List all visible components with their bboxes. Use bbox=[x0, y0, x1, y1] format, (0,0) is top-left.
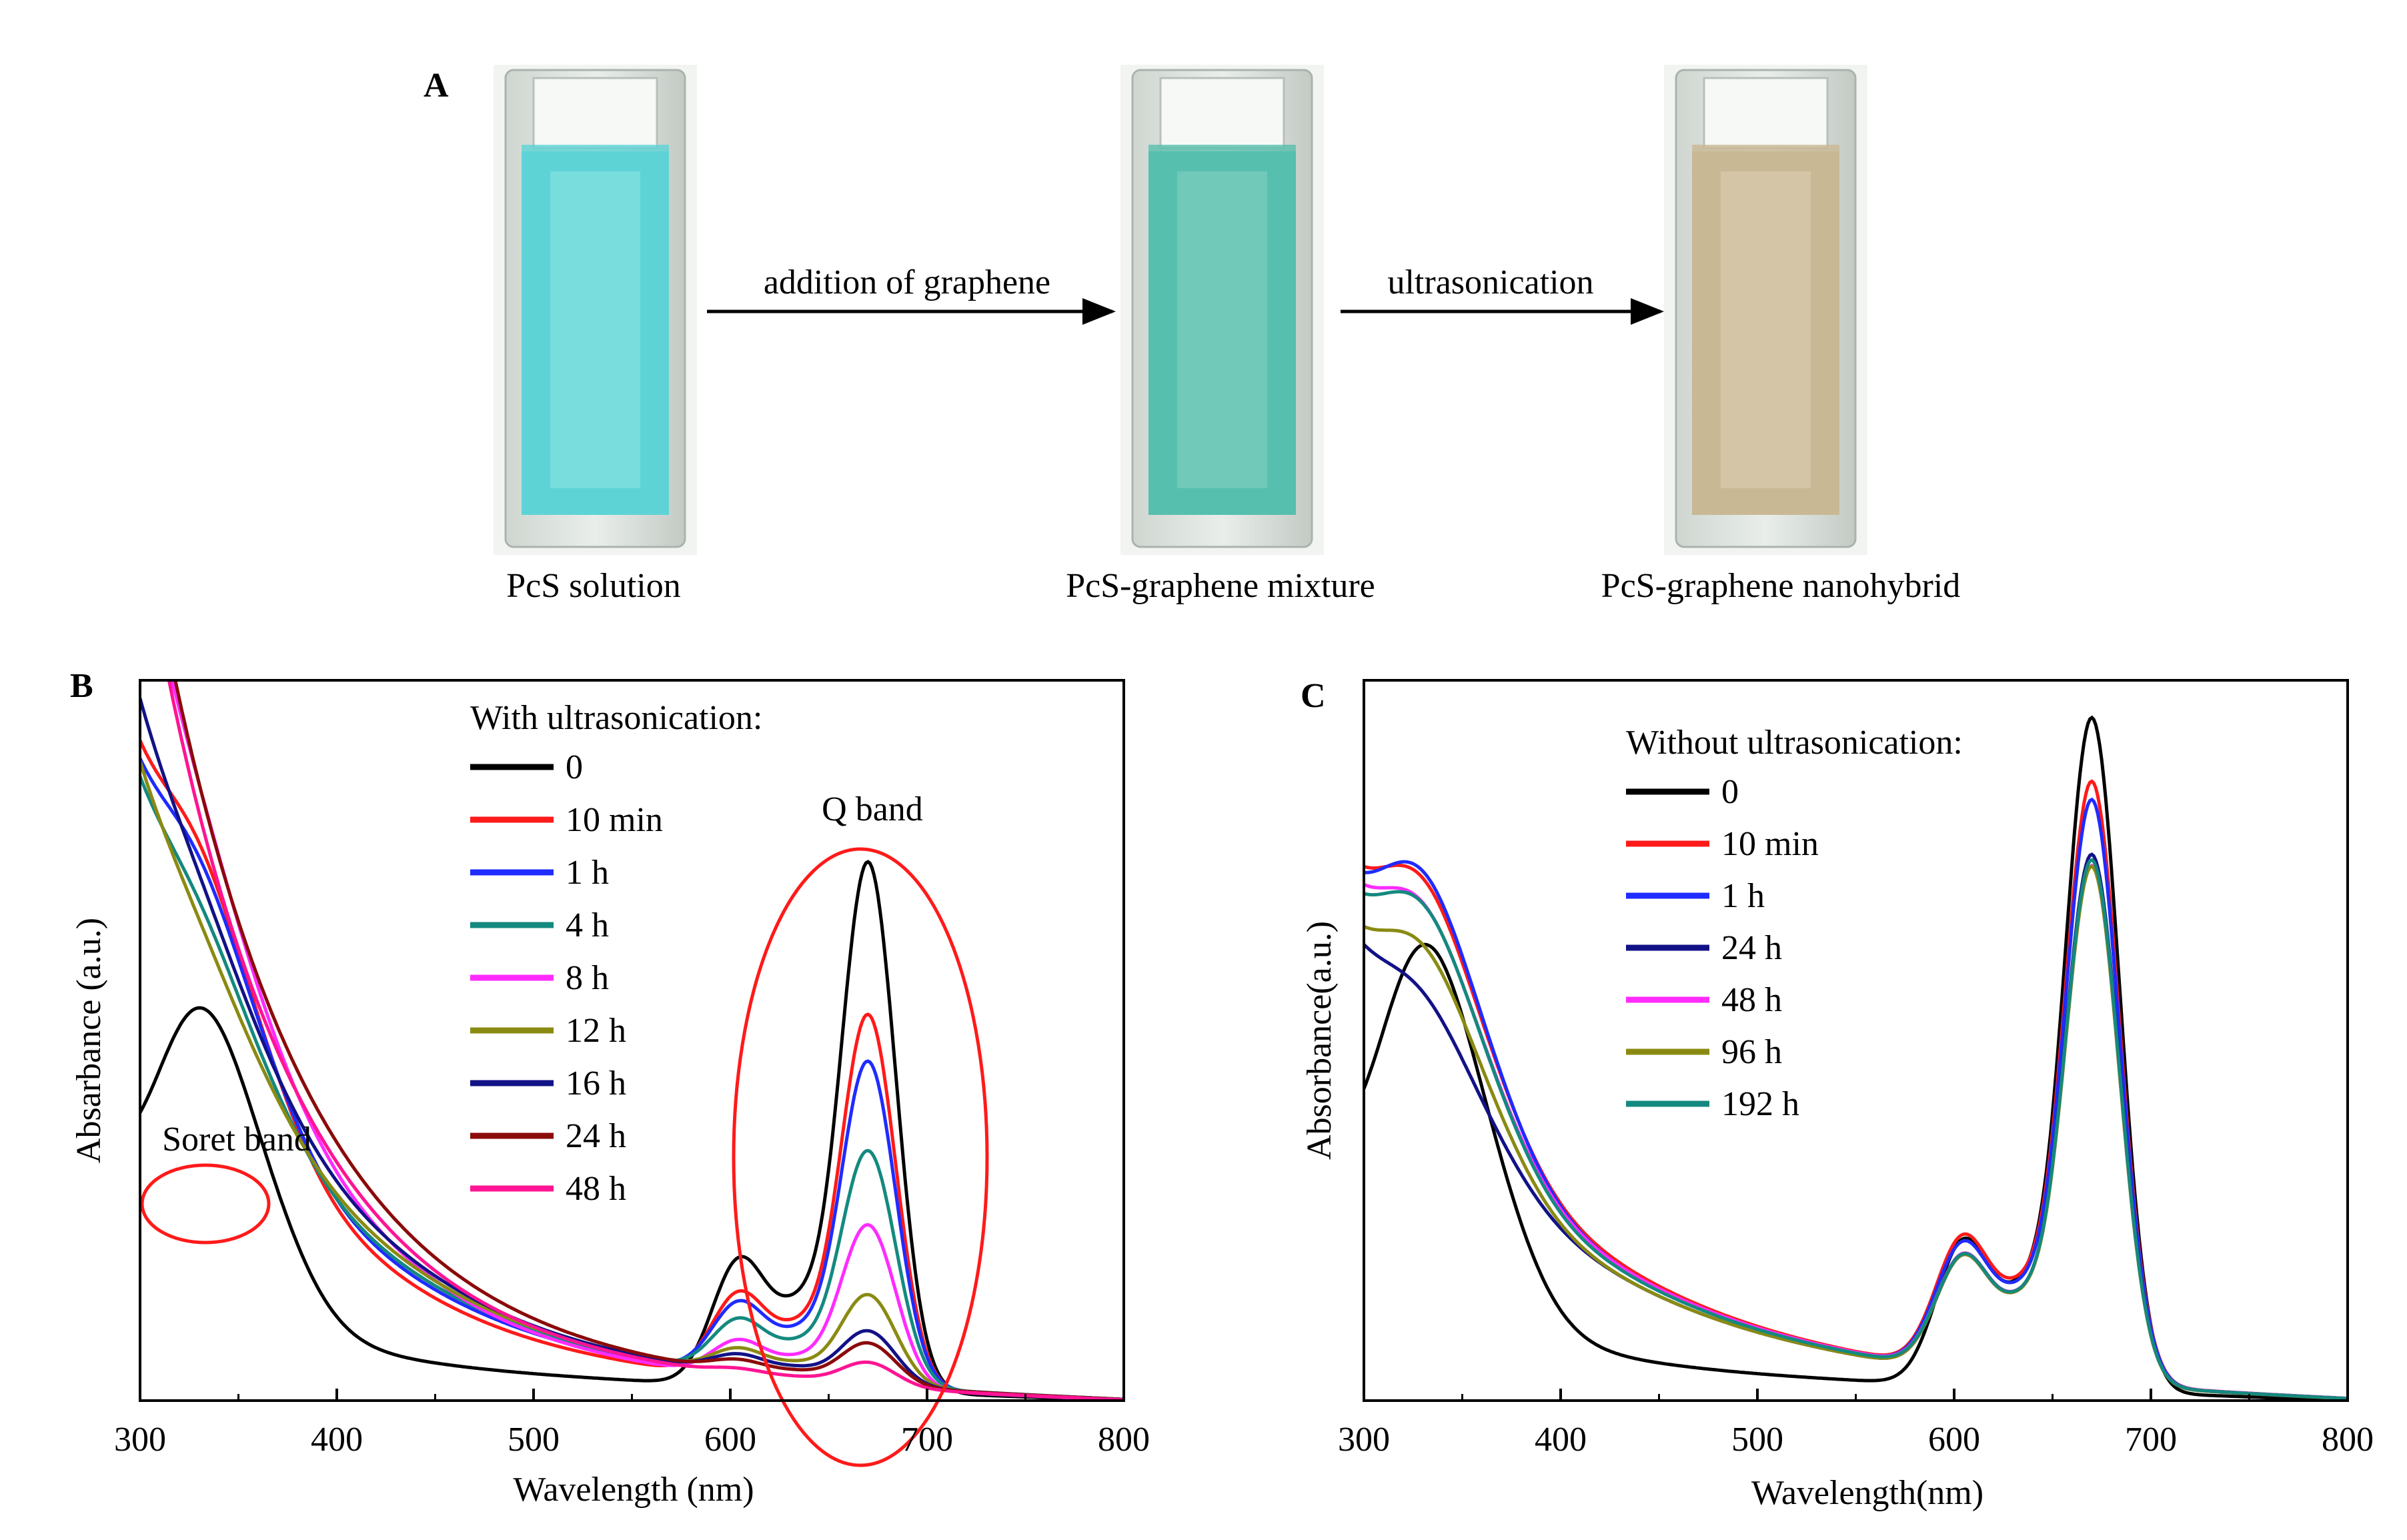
legend-label-24-h: 24 h bbox=[566, 1117, 626, 1155]
series-line-12-h bbox=[140, 760, 1124, 1401]
series-line-24-h bbox=[173, 680, 1124, 1401]
panel-c-x-ticks: 300 400 500 600 700 800 bbox=[1338, 1389, 2374, 1459]
panel-b-annotations: Soret band Q band bbox=[140, 790, 989, 1467]
x-tick-label: 300 bbox=[1338, 1421, 1390, 1459]
soret-band-label: Soret band bbox=[162, 1120, 311, 1159]
q-band-label: Q band bbox=[822, 790, 923, 828]
x-tick-label: 600 bbox=[1928, 1421, 1980, 1459]
panel-c-legend: Without ultrasonication: 0 10 min 1 h 24 h 4… bbox=[1626, 724, 1963, 1123]
legend-label-0: 0 bbox=[1721, 773, 1739, 811]
panel-a-label: A bbox=[424, 67, 449, 105]
q-band-ellipse bbox=[732, 847, 989, 1467]
cuvette-cap bbox=[1703, 77, 1829, 149]
caption-pcs-solution: PcS solution bbox=[506, 567, 681, 605]
cuvette-liquid-highlight bbox=[1721, 171, 1811, 488]
series-line-48-h bbox=[1364, 863, 2348, 1401]
panel-b-legend: With ultrasonication: 0 10 min 1 h 4 h 8 h 12… bbox=[470, 699, 762, 1208]
legend-label-24-h: 24 h bbox=[1721, 929, 1782, 967]
legend-label-10-min: 10 min bbox=[566, 801, 663, 839]
legend-label-1-h: 1 h bbox=[1721, 877, 1765, 915]
x-tick-label: 300 bbox=[114, 1421, 166, 1459]
legend-label-96-h: 96 h bbox=[1721, 1033, 1782, 1071]
panel-b-curves bbox=[140, 680, 1124, 1401]
panel-b-x-axis-label: Wavelength (nm) bbox=[513, 1471, 754, 1509]
panel-b-label: B bbox=[70, 667, 93, 705]
cuvette-pcs-graphene-nanohybrid bbox=[1664, 65, 1867, 555]
x-tick-label: 700 bbox=[901, 1421, 953, 1459]
series-line-96-h bbox=[1364, 864, 2348, 1401]
panel-a: A PcS solution PcS-graphene mixture PcS-… bbox=[424, 65, 1960, 605]
legend-label-4-h: 4 h bbox=[566, 906, 609, 944]
legend-label-48-h: 48 h bbox=[1721, 981, 1782, 1019]
x-tick-label: 600 bbox=[704, 1421, 756, 1459]
series-line-1-h bbox=[1364, 797, 2348, 1401]
curve-clip-group bbox=[140, 680, 1124, 1401]
panel-b-legend-title: With ultrasonication: bbox=[470, 699, 762, 737]
legend-label-16-h: 16 h bbox=[566, 1064, 626, 1102]
x-tick-label: 800 bbox=[1098, 1421, 1150, 1459]
legend-label-12-h: 12 h bbox=[566, 1012, 626, 1050]
arrow-label-addition: addition of graphene bbox=[764, 263, 1050, 301]
cuvette-liquid-highlight bbox=[550, 171, 640, 488]
cuvette-pcs-solution bbox=[494, 65, 697, 555]
series-line-0 bbox=[1364, 715, 2348, 1401]
panel-c-plot-frame bbox=[1363, 679, 2349, 1402]
series-line-1-h bbox=[140, 758, 1124, 1401]
series-line-10-min bbox=[1364, 779, 2348, 1401]
panel-c-legend-title: Without ultrasonication: bbox=[1626, 724, 1963, 762]
series-line-8-h bbox=[170, 680, 1124, 1401]
cuvette-meniscus bbox=[522, 145, 669, 157]
panel-c-y-axis-label: Absorbance(a.u.) bbox=[1301, 921, 1339, 1160]
cuvette-liquid-highlight bbox=[1177, 171, 1267, 488]
panel-b-y-axis-label: Absarbance (a.u.) bbox=[70, 918, 108, 1163]
legend-label-1-h: 1 h bbox=[566, 854, 609, 892]
x-tick-label: 400 bbox=[311, 1421, 363, 1459]
series-line-4-h bbox=[140, 776, 1124, 1401]
cuvette-cap bbox=[532, 77, 658, 149]
caption-pcs-graphene-mixture: PcS-graphene mixture bbox=[1066, 567, 1375, 605]
cuvette-meniscus bbox=[1692, 145, 1839, 157]
soret-band-ellipse bbox=[140, 1163, 271, 1245]
caption-pcs-graphene-nanohybrid: PcS-graphene nanohybrid bbox=[1601, 567, 1961, 605]
cuvette-cap bbox=[1159, 77, 1285, 149]
legend-label-0: 0 bbox=[566, 748, 583, 786]
series-line-192-h bbox=[1364, 858, 2348, 1401]
legend-label-48-h: 48 h bbox=[566, 1170, 626, 1208]
cuvette-pcs-graphene-mixture bbox=[1120, 65, 1324, 555]
x-tick-label: 700 bbox=[2125, 1421, 2177, 1459]
series-line-48-h bbox=[167, 680, 1124, 1401]
cuvette-meniscus bbox=[1148, 145, 1296, 157]
panel-c: C 300 400 500 600 700 800 Without ultrasonica… bbox=[1301, 677, 2374, 1512]
panel-b: B Soret band Q band 300 400 500 600 700 800 W… bbox=[70, 667, 1150, 1509]
arrow-label-ultrasonication: ultrasonication bbox=[1387, 263, 1593, 301]
curve-clip-group bbox=[1364, 715, 2348, 1401]
legend-label-192-h: 192 h bbox=[1721, 1085, 1799, 1123]
x-tick-label: 400 bbox=[1535, 1421, 1587, 1459]
panel-c-x-axis-label: Wavelength(nm) bbox=[1751, 1474, 1983, 1512]
x-tick-label: 800 bbox=[2322, 1421, 2374, 1459]
legend-label-10-min: 10 min bbox=[1721, 825, 1819, 863]
panel-c-label: C bbox=[1301, 677, 1326, 715]
panel-b-x-ticks: 300 400 500 600 700 800 bbox=[114, 1389, 1150, 1459]
x-tick-label: 500 bbox=[508, 1421, 560, 1459]
x-tick-label: 500 bbox=[1731, 1421, 1783, 1459]
series-line-24-h bbox=[1364, 852, 2348, 1401]
legend-label-8-h: 8 h bbox=[566, 959, 609, 997]
panel-c-curves bbox=[1364, 715, 2348, 1401]
